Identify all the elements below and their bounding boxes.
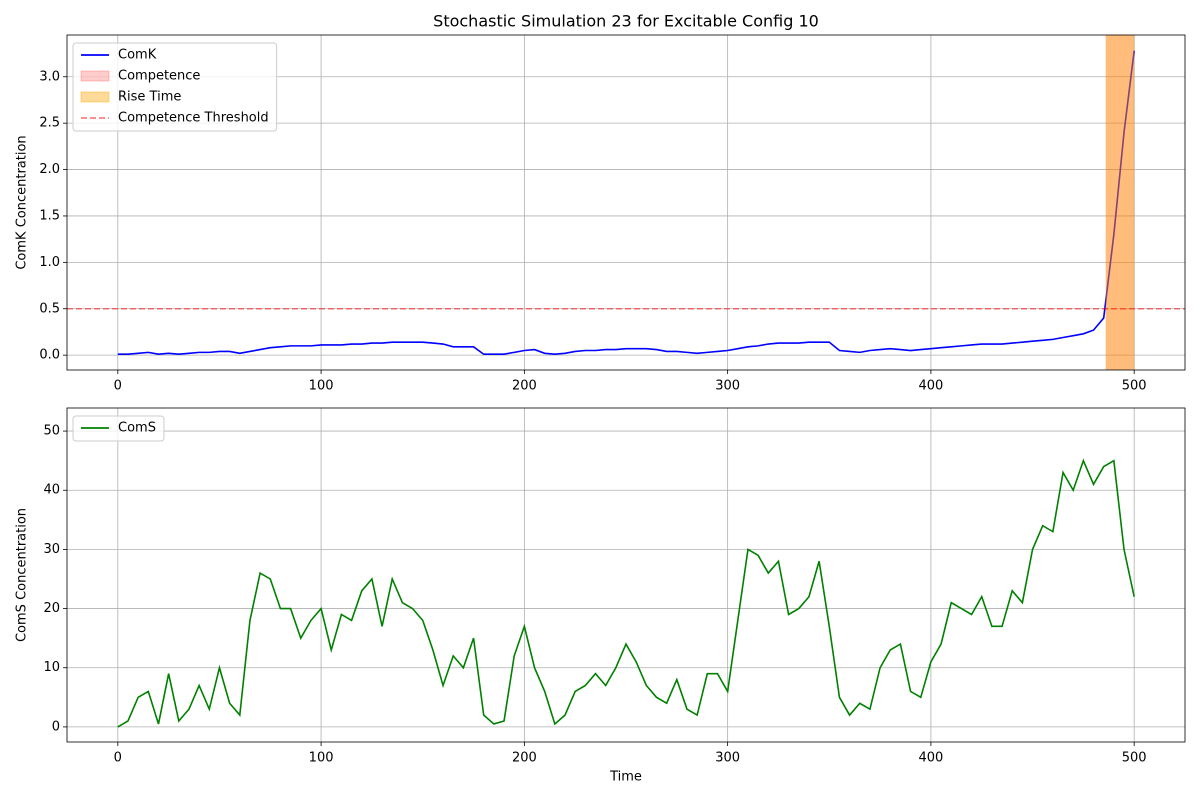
y-tick-label: 0.5 <box>39 301 60 316</box>
x-tick-label: 100 <box>309 379 334 394</box>
data-line <box>117 50 1135 356</box>
y-tick-label: 0 <box>52 719 60 734</box>
y-tick-label: 1.5 <box>39 208 60 223</box>
legend-label: Competence <box>118 69 200 84</box>
y-tick-label: 30 <box>43 542 60 557</box>
y-tick-label: 1.0 <box>39 255 60 270</box>
y-tick-label: 40 <box>43 483 60 498</box>
axes-frame <box>66 407 1186 743</box>
x-tick-label: 300 <box>715 751 740 766</box>
x-tick-label: 0 <box>114 751 122 766</box>
x-tick-label: 200 <box>512 379 537 394</box>
shaded-span <box>1105 35 1135 370</box>
x-tick-label: 300 <box>715 379 740 394</box>
legend-swatch <box>80 91 110 103</box>
chart-title: Stochastic Simulation 23 for Excitable C… <box>433 12 819 31</box>
legend: ComS <box>72 415 165 442</box>
legend-label: ComK <box>118 48 157 63</box>
legend: ComK Competence Rise Time Competence Thresh… <box>72 42 278 132</box>
legend-swatch <box>80 70 110 82</box>
y-axis-label: ComS Concentration <box>15 508 30 642</box>
legend-frame <box>72 415 165 442</box>
axes-frame <box>66 34 1186 371</box>
x-tick-label: 500 <box>1122 751 1147 766</box>
shaded-span <box>1105 35 1135 370</box>
y-tick-label: 3.0 <box>39 69 60 84</box>
x-tick-label: 200 <box>512 751 537 766</box>
x-tick-label: 100 <box>309 751 334 766</box>
legend-label: ComS <box>118 421 156 436</box>
x-tick-label: 400 <box>918 379 943 394</box>
y-tick-label: 50 <box>43 424 60 439</box>
y-tick-label: 0.0 <box>39 348 60 363</box>
legend-label: Competence Threshold <box>118 111 269 126</box>
x-tick-label: 400 <box>918 751 943 766</box>
legend-label: Rise Time <box>118 90 181 105</box>
y-tick-label: 2.0 <box>39 162 60 177</box>
y-tick-label: 10 <box>43 660 60 675</box>
x-tick-label: 500 <box>1122 379 1147 394</box>
x-axis-label: Time <box>609 770 642 785</box>
data-line <box>117 458 1135 728</box>
legend-frame <box>72 42 278 132</box>
y-tick-label: 20 <box>43 601 60 616</box>
x-tick-label: 0 <box>114 379 122 394</box>
y-axis-label: ComK Concentration <box>15 135 30 269</box>
y-tick-label: 2.5 <box>39 116 60 131</box>
